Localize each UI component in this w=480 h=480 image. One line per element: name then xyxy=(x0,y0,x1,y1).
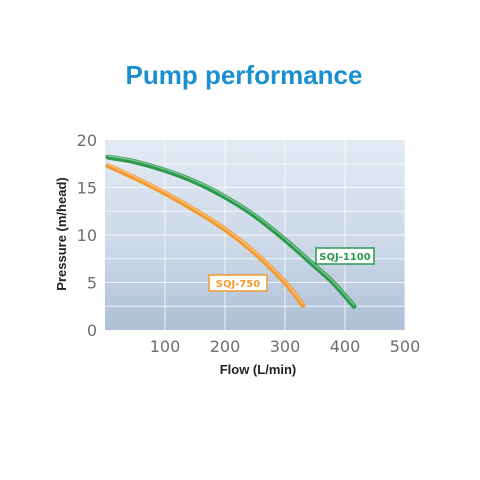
y-tick-label: 0 xyxy=(87,321,97,340)
series-label-text: SQJ-1100 xyxy=(319,252,370,263)
y-tick-label: 10 xyxy=(77,226,97,245)
series-line-sqj-1100 xyxy=(105,154,357,309)
series-highlight-sqj-750 xyxy=(107,163,304,305)
series-label-sqj-750: SQJ-750 xyxy=(208,274,268,292)
y-tick-label: 15 xyxy=(77,179,97,198)
x-tick-label: 100 xyxy=(150,337,181,356)
x-tick-label: 500 xyxy=(390,337,421,356)
series-labels: SQJ-1100 SQJ-750 xyxy=(208,247,375,292)
y-tick-label: 5 xyxy=(87,274,97,293)
series-label-sqj-1100: SQJ-1100 xyxy=(315,247,375,265)
series-line-sqj-750 xyxy=(105,163,306,308)
series-label-box xyxy=(315,247,375,265)
series-highlight-sqj-1100 xyxy=(107,155,355,306)
chart-title: Pump performance xyxy=(126,60,363,90)
series-label-box xyxy=(208,274,268,292)
y-axis-label: Pressure (m/head) xyxy=(54,177,69,290)
series-label-text: SQJ-750 xyxy=(216,279,260,290)
x-tick-label: 300 xyxy=(270,337,301,356)
x-axis-label: Flow (L/min) xyxy=(220,362,297,377)
y-tick-label: 20 xyxy=(77,131,97,150)
grid-lines xyxy=(105,140,406,330)
x-tick-label: 200 xyxy=(210,337,241,356)
x-tick-label: 400 xyxy=(330,337,361,356)
series-curves xyxy=(105,154,357,309)
tick-labels: 0 5 10 15 20 100 200 300 400 500 xyxy=(77,131,421,356)
